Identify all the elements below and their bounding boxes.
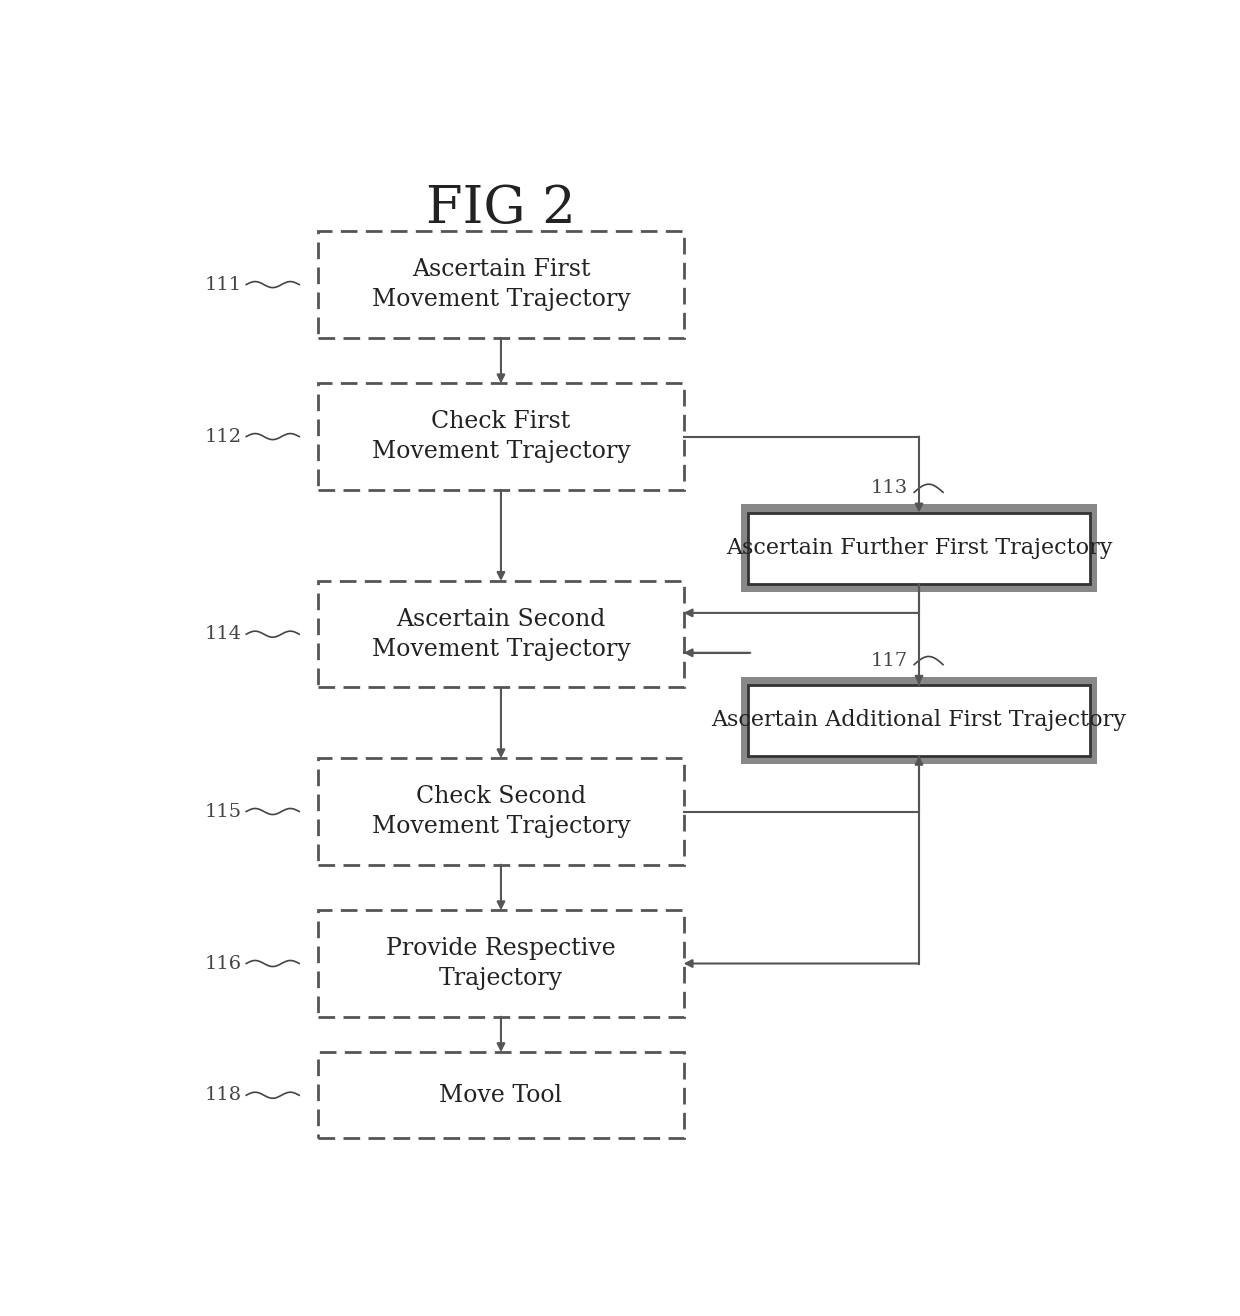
Text: Ascertain First
Movement Trajectory: Ascertain First Movement Trajectory: [372, 258, 630, 311]
Bar: [740, 504, 1097, 592]
Text: 116: 116: [205, 954, 242, 973]
Bar: [319, 232, 683, 338]
Bar: [319, 758, 683, 865]
Text: 112: 112: [205, 428, 242, 446]
Bar: [319, 1053, 683, 1138]
Bar: [319, 580, 683, 687]
Text: Move Tool: Move Tool: [439, 1084, 563, 1107]
Text: 118: 118: [205, 1086, 242, 1104]
Bar: [319, 911, 683, 1017]
Text: Check Second
Movement Trajectory: Check Second Movement Trajectory: [372, 784, 630, 838]
Text: 117: 117: [870, 651, 908, 670]
Text: Provide Respective
Trajectory: Provide Respective Trajectory: [386, 937, 616, 990]
Text: 114: 114: [205, 625, 242, 644]
Text: FIG 2: FIG 2: [427, 183, 575, 234]
Text: 113: 113: [870, 479, 908, 497]
Text: Check First
Movement Trajectory: Check First Movement Trajectory: [372, 411, 630, 463]
Bar: [749, 513, 1090, 583]
Text: Ascertain Second
Movement Trajectory: Ascertain Second Movement Trajectory: [372, 608, 630, 661]
Bar: [319, 383, 683, 490]
Text: Ascertain Further First Trajectory: Ascertain Further First Trajectory: [725, 537, 1112, 559]
Text: 111: 111: [205, 275, 242, 293]
Text: Ascertain Additional First Trajectory: Ascertain Additional First Trajectory: [712, 709, 1126, 732]
Bar: [749, 684, 1090, 755]
Text: 115: 115: [205, 803, 242, 820]
Bar: [740, 676, 1097, 763]
